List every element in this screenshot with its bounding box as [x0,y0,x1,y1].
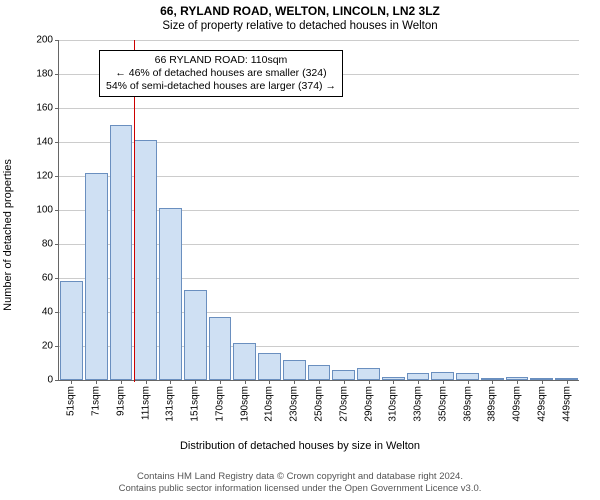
bar [159,208,182,380]
xtick-mark [170,380,171,384]
xtick-label: 190sqm [239,386,250,422]
xtick-label: 91sqm [115,386,126,416]
ytick-mark [55,108,59,109]
xtick-label: 409sqm [512,386,523,422]
bar [258,353,281,380]
bar [506,377,529,380]
bar [382,377,405,380]
gridline [59,108,579,109]
xtick-label: 111sqm [140,386,151,420]
ytick-mark [55,380,59,381]
xtick-label: 310sqm [388,386,399,422]
bar [407,373,430,380]
bar [134,140,157,380]
xtick-label: 230sqm [289,386,300,422]
ytick-label: 80 [42,239,53,250]
xtick-mark [369,380,370,384]
bar [530,378,553,380]
bar [60,281,83,380]
ytick-label: 200 [36,35,53,46]
title-main: 66, RYLAND ROAD, WELTON, LINCOLN, LN2 3L… [0,4,600,18]
xtick-mark [443,380,444,384]
bar [481,378,504,380]
xtick-mark [344,380,345,384]
x-axis-label: Distribution of detached houses by size … [0,440,600,452]
xtick-mark [195,380,196,384]
xtick-mark [121,380,122,384]
annotation-line-2: ← 46% of detached houses are smaller (32… [106,67,336,80]
footer-credits: Contains HM Land Registry data © Crown c… [0,471,600,494]
xtick-mark [146,380,147,384]
ytick-label: 160 [36,103,53,114]
bar [431,372,454,381]
xtick-label: 270sqm [338,386,349,422]
xtick-mark [393,380,394,384]
xtick-mark [418,380,419,384]
ytick-mark [55,176,59,177]
ytick-mark [55,210,59,211]
xtick-label: 71sqm [91,386,102,416]
xtick-label: 330sqm [413,386,424,422]
annotation-line-1: 66 RYLAND ROAD: 110sqm [106,54,336,67]
bar [357,368,380,380]
footer-line-2: Contains public sector information licen… [0,483,600,494]
xtick-mark [468,380,469,384]
xtick-label: 429sqm [536,386,547,422]
ytick-label: 140 [36,137,53,148]
footer-line-1: Contains HM Land Registry data © Crown c… [0,471,600,482]
xtick-label: 210sqm [264,386,275,422]
xtick-label: 290sqm [363,386,374,422]
y-axis-label: Number of detached properties [2,159,14,311]
bar [110,125,133,380]
xtick-label: 350sqm [437,386,448,422]
xtick-mark [220,380,221,384]
xtick-mark [71,380,72,384]
chart-area: 66 RYLAND ROAD: 110sqm ← 46% of detached… [58,40,579,381]
xtick-mark [294,380,295,384]
bar [555,378,578,380]
ytick-label: 60 [42,273,53,284]
ytick-mark [55,40,59,41]
bar [456,373,479,380]
bar [184,290,207,380]
xtick-mark [492,380,493,384]
xtick-mark [542,380,543,384]
bar [308,365,331,380]
xtick-label: 389sqm [487,386,498,422]
xtick-label: 369sqm [462,386,473,422]
xtick-label: 449sqm [561,386,572,422]
ytick-mark [55,74,59,75]
bar [233,343,256,380]
bar [283,360,306,380]
xtick-label: 51sqm [66,386,77,416]
xtick-label: 170sqm [214,386,225,422]
bar [332,370,355,380]
ytick-mark [55,346,59,347]
ytick-label: 180 [36,69,53,80]
ytick-label: 40 [42,307,53,318]
ytick-label: 20 [42,341,53,352]
xtick-mark [517,380,518,384]
ytick-label: 120 [36,171,53,182]
title-sub: Size of property relative to detached ho… [0,20,600,32]
ytick-mark [55,312,59,313]
ytick-mark [55,142,59,143]
annotation-line-3: 54% of semi-detached houses are larger (… [106,80,336,93]
annotation-box: 66 RYLAND ROAD: 110sqm ← 46% of detached… [99,50,343,97]
gridline [59,40,579,41]
xtick-label: 151sqm [190,386,201,422]
bar [85,173,108,380]
xtick-mark [245,380,246,384]
xtick-mark [567,380,568,384]
ytick-mark [55,244,59,245]
ytick-mark [55,278,59,279]
xtick-label: 131sqm [165,386,176,422]
bar [209,317,232,380]
xtick-label: 250sqm [314,386,325,422]
ytick-label: 0 [47,375,53,386]
xtick-mark [96,380,97,384]
ytick-label: 100 [36,205,53,216]
xtick-mark [269,380,270,384]
xtick-mark [319,380,320,384]
